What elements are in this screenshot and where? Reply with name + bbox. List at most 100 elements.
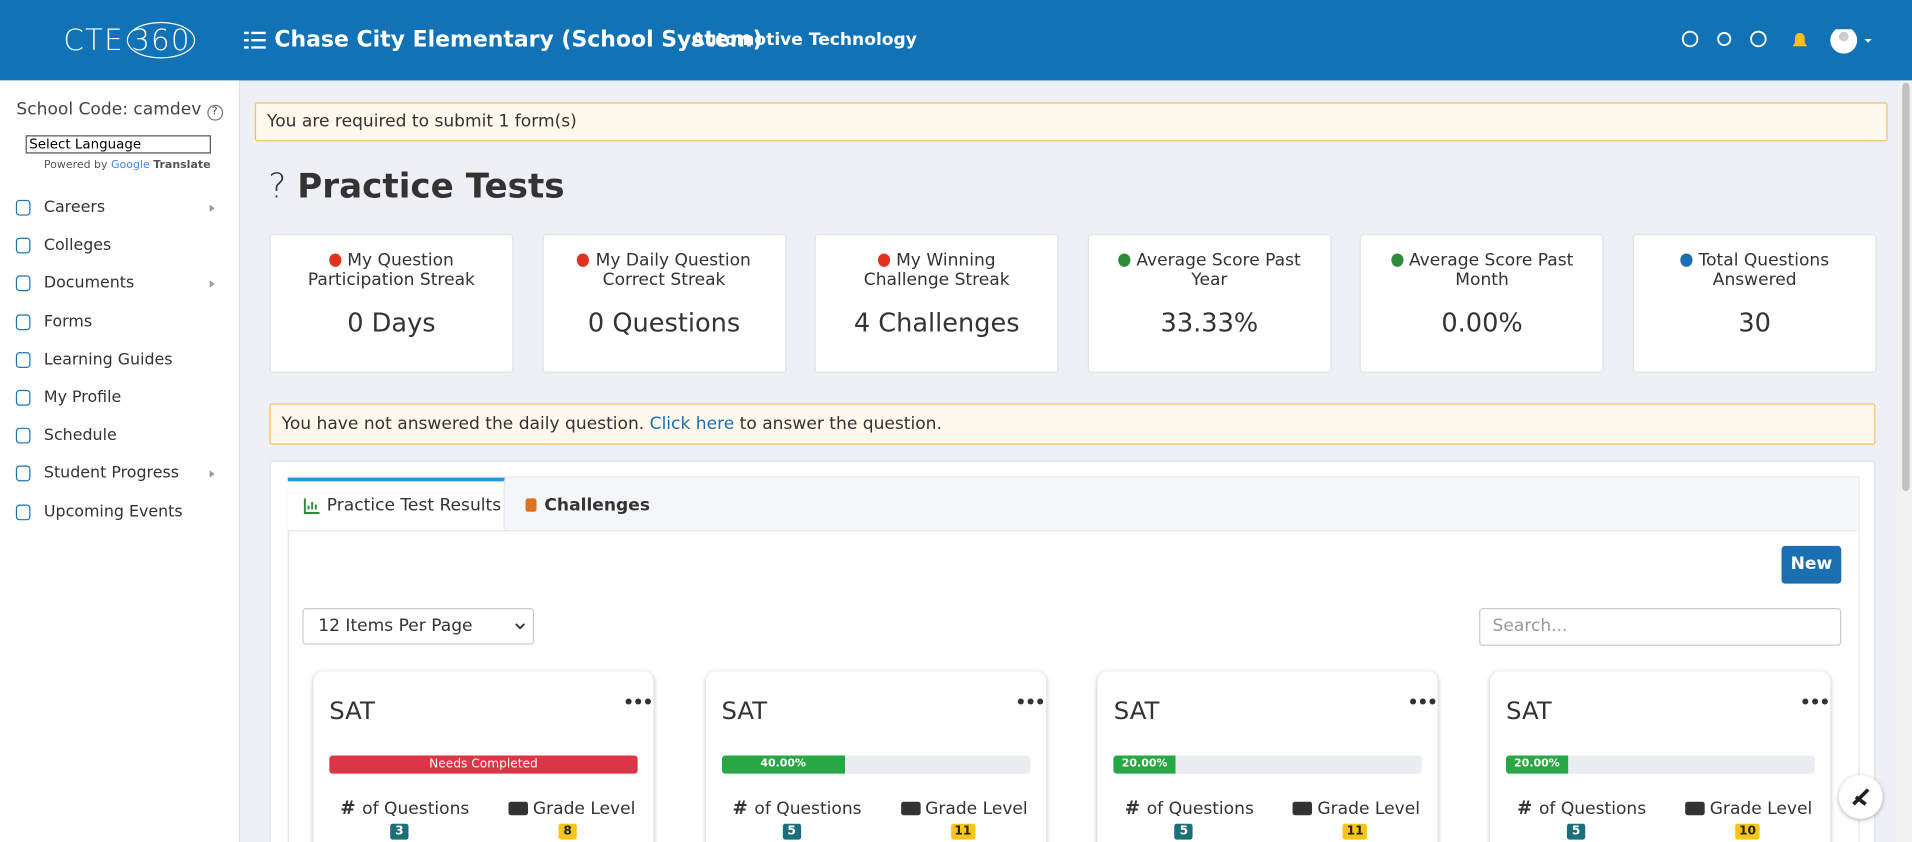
progress-fill: 20.00% xyxy=(1506,755,1568,774)
program-name: Automotive Technology xyxy=(691,30,917,50)
progress-track: Needs Completed xyxy=(329,755,638,774)
stat-icon xyxy=(1390,253,1403,267)
tab-label: Challenges xyxy=(544,495,651,516)
nav-item[interactable]: Upcoming Events xyxy=(0,499,239,528)
title-text: Practice Tests xyxy=(297,165,565,206)
search-input[interactable]: Search... xyxy=(1479,608,1842,646)
stat-icon xyxy=(1680,253,1693,267)
nav-arrow xyxy=(209,470,215,479)
nav-item[interactable]: Colleges xyxy=(0,233,239,262)
grade-icon xyxy=(900,801,921,816)
test-card[interactable]: SAT ••• 40.00% # of Questions Grade Level 5 11 xyxy=(705,671,1046,842)
title-icon: ? xyxy=(268,165,287,206)
daily-alert: You have not answered the daily question… xyxy=(269,403,1876,445)
stat-value: 0 Questions xyxy=(587,308,741,338)
test-card[interactable]: SAT ••• Needs Completed # of Questions Grade … xyxy=(313,671,654,842)
nav-icon xyxy=(15,351,31,368)
card-title: SAT xyxy=(721,695,768,726)
nav-arrow xyxy=(209,204,215,213)
stat-icon xyxy=(1118,253,1131,267)
stat-card: My Winning Challenge Streak 4 Challenges xyxy=(814,233,1059,373)
school-name: Chase City Elementary (School System) xyxy=(274,26,763,53)
test-card[interactable]: SAT ••• 20.00% # of Questions Grade Level 5 11 xyxy=(1097,671,1439,842)
stat-value: 30 xyxy=(1738,308,1771,338)
stat-card: Total Questions Answered 30 xyxy=(1632,233,1877,373)
nav-icon xyxy=(15,313,31,330)
stat-value: 0.00% xyxy=(1441,308,1523,338)
nav-item[interactable]: My Profile xyxy=(0,385,239,414)
new-button[interactable]: New xyxy=(1781,545,1842,584)
powered-by: Powered by Google Translate xyxy=(44,160,211,172)
questions-label: of Questions xyxy=(754,799,862,819)
progress-fill: 20.00% xyxy=(1113,755,1176,774)
logo-text: CTE xyxy=(63,23,124,58)
test-card[interactable]: SAT ••• 20.00% # of Questions Grade Level 5 10 xyxy=(1490,671,1831,842)
nav-item[interactable]: Schedule xyxy=(0,423,239,452)
daily-link[interactable]: Click here xyxy=(649,414,735,434)
nav-item[interactable]: Student Progress xyxy=(0,461,239,490)
grade-badge: 10 xyxy=(1735,823,1760,840)
card-menu[interactable]: ••• xyxy=(1015,693,1045,713)
grade-icon xyxy=(1685,801,1705,816)
nav-item[interactable]: Forms xyxy=(0,309,239,338)
stat-label-text: Average Score Past Year xyxy=(1136,251,1301,291)
logo-circle: 360 xyxy=(126,21,196,59)
header-icons[interactable] xyxy=(1680,29,1887,54)
questions-icon: # xyxy=(1517,796,1533,819)
stat-label: Average Score Past Year xyxy=(1115,251,1303,290)
grade-label: Grade Level xyxy=(1317,799,1420,819)
stat-card: My Daily Question Correct Streak 0 Questi… xyxy=(542,233,787,373)
card-menu[interactable]: ••• xyxy=(623,693,653,713)
tab-bar xyxy=(288,477,1858,532)
per-page-select[interactable]: 12 Items Per Page xyxy=(302,608,535,645)
translate-link[interactable]: Translate xyxy=(153,159,211,172)
language-select[interactable]: Select Language xyxy=(25,135,211,154)
nav-item[interactable]: Documents xyxy=(0,271,239,300)
header: CTE 360 Chase City Elementary (School Sys… xyxy=(0,0,1912,81)
google-text: Google xyxy=(111,159,150,172)
menu-icon[interactable] xyxy=(243,31,266,49)
stat-card: Average Score Past Year 33.33% xyxy=(1087,233,1332,373)
logo[interactable]: CTE 360 xyxy=(63,21,196,59)
card-menu[interactable]: ••• xyxy=(1407,693,1438,713)
per-page-text: 12 Items Per Page xyxy=(318,616,473,637)
grade-icon xyxy=(508,801,528,816)
stat-icon xyxy=(877,253,890,267)
nav-icon xyxy=(15,199,31,216)
help-icon[interactable]: ? xyxy=(206,104,223,121)
tab-challenges[interactable]: Challenges xyxy=(524,496,650,515)
nav-item[interactable]: Careers xyxy=(0,195,239,224)
sidebar: School Code: camdev ? Select Language Po… xyxy=(0,80,241,842)
grade-icon xyxy=(1293,801,1313,816)
stat-label-text: Average Score Past Month xyxy=(1409,251,1574,291)
stat-value: 4 Challenges xyxy=(853,308,1020,338)
progress-fill: 40.00% xyxy=(721,755,845,774)
nav-label: Colleges xyxy=(43,236,112,255)
grade-badge: 11 xyxy=(950,823,976,840)
nav-label: My Profile xyxy=(43,388,122,407)
grade-label: Grade Level xyxy=(1709,799,1813,819)
card-title: SAT xyxy=(1113,695,1160,726)
accessibility-button[interactable] xyxy=(1838,774,1883,819)
stat-value: 33.33% xyxy=(1160,308,1259,338)
stat-label: My Daily Question Correct Streak xyxy=(570,251,758,290)
questions-badge: 5 xyxy=(782,823,801,840)
nav-label: Forms xyxy=(43,312,93,331)
daily-text: You have not answered the daily question… xyxy=(281,414,645,434)
nav-label: Schedule xyxy=(43,426,117,445)
scrollbar[interactable] xyxy=(1899,80,1912,842)
card-menu[interactable]: ••• xyxy=(1799,693,1830,713)
questions-icon: # xyxy=(1124,796,1141,819)
tab-label: Practice Test Results xyxy=(326,495,502,516)
nav-label: Upcoming Events xyxy=(43,502,183,522)
card-title: SAT xyxy=(1506,695,1552,726)
tab-active[interactable]: Practice Test Results xyxy=(287,477,505,531)
nav-item[interactable]: Learning Guides xyxy=(0,347,239,376)
nav-label: Student Progress xyxy=(43,464,180,484)
form-alert: You are required to submit 1 form(s) xyxy=(254,102,1888,142)
progress-track: 20.00% xyxy=(1506,755,1815,774)
questions-badge: 5 xyxy=(1174,823,1194,840)
card-title: SAT xyxy=(329,695,375,726)
questions-label: of Questions xyxy=(1146,799,1254,819)
